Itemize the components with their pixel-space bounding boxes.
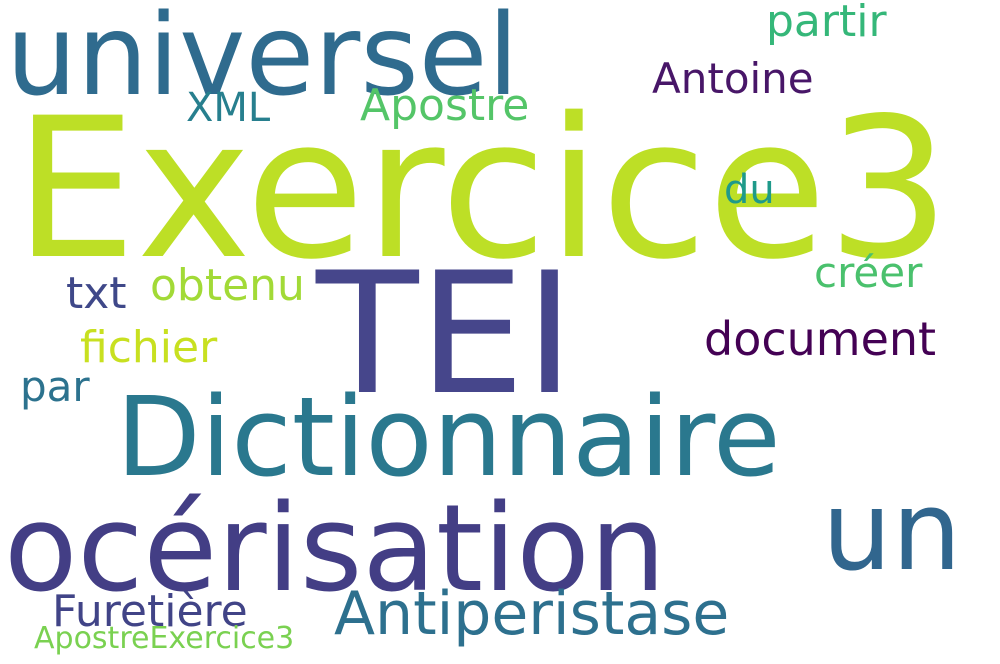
word-fichier: fichier [80, 322, 218, 373]
word-apostre: Apostre [360, 80, 530, 131]
word-txt: txt [66, 268, 127, 319]
word-apostreexercice3: ApostreExercice3 [34, 621, 295, 656]
word-universel: universel [6, 0, 519, 121]
word-par: par [20, 362, 90, 411]
word-antiperistase: Antiperistase [334, 579, 730, 649]
word-xml: XML [186, 85, 271, 131]
word-un: un [822, 467, 962, 595]
word-exercice3: Exercice3 [14, 76, 951, 302]
word-dictionnaire: Dictionnaire [116, 373, 781, 501]
word-obtenu: obtenu [150, 260, 305, 311]
word-du: du [724, 167, 775, 213]
word-document: document [704, 312, 937, 366]
word-furetiere: Furetière [52, 586, 248, 637]
word-partir: partir [766, 0, 887, 47]
word-creer: créer [814, 248, 923, 297]
word-tei: TEI [316, 236, 575, 432]
word-antoine: Antoine [652, 54, 814, 103]
word-ocerisation: océrisation [4, 480, 666, 619]
